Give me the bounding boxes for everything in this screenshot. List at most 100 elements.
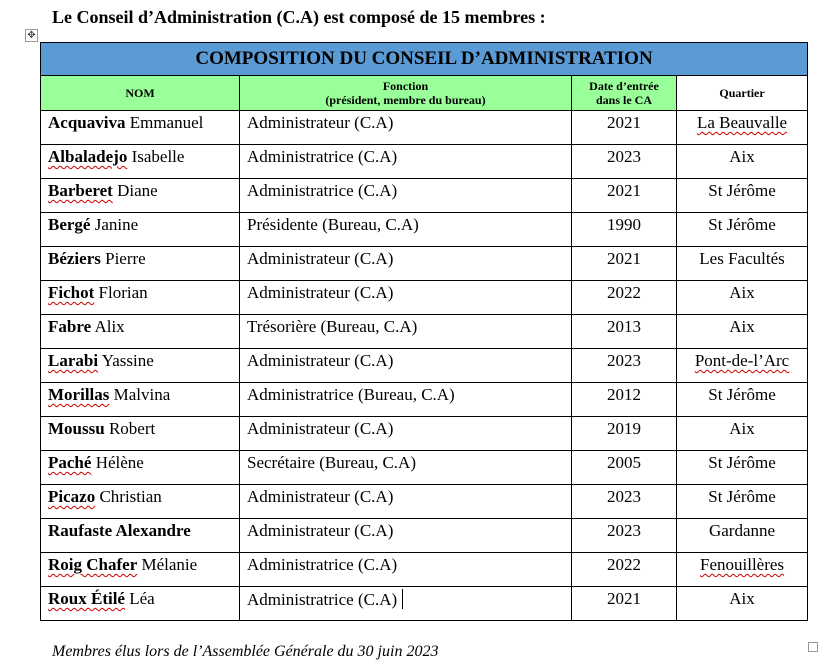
- cell-date: 2021: [571, 110, 677, 145]
- cell-nom: Morillas Malvina: [40, 382, 240, 417]
- cell-quartier: Aix: [675, 280, 809, 315]
- cell-nom: Fichot Florian: [40, 280, 240, 315]
- table-title: COMPOSITION DU CONSEIL D’ADMINISTRATION: [39, 42, 809, 76]
- cell-fonction: Administrateur (C.A): [239, 348, 572, 383]
- member-last-name: Larabi: [48, 351, 99, 370]
- cell-fonction: Administrateur (C.A): [239, 110, 572, 145]
- table-row: Roux Étilé Léa Administratrice (C.A) 2021 A…: [40, 586, 809, 621]
- fonction-text: Administrateur (C.A): [247, 521, 394, 540]
- table-row: Acquaviva Emmanuel Administrateur (C.A) 20…: [40, 110, 809, 145]
- fonction-text: Administratrice (Bureau, C.A): [247, 385, 455, 404]
- table-row: Albaladejo Isabelle Administratrice (C.A)…: [40, 144, 809, 179]
- cell-fonction: Administrateur (C.A): [239, 484, 572, 519]
- cell-quartier: St Jérôme: [675, 450, 809, 485]
- table-resize-handle[interactable]: [808, 642, 818, 652]
- column-header-quartier: Quartier: [675, 75, 809, 111]
- cell-date: 2012: [571, 382, 677, 417]
- table-row: Fichot Florian Administrateur (C.A) 2022 Ai…: [40, 280, 809, 315]
- quartier-text: La Beauvalle: [696, 113, 788, 132]
- table-row: Raufaste Alexandre Administrateur (C.A) 20…: [40, 518, 809, 553]
- quartier-text: Aix: [729, 317, 755, 336]
- cell-fonction: Administrateur (C.A): [239, 246, 572, 281]
- cell-nom: Albaladejo Isabelle: [40, 144, 240, 179]
- cell-nom: Larabi Yassine: [40, 348, 240, 383]
- cell-nom: Roig Chafer Mélanie: [40, 552, 240, 587]
- table-row: Béziers Pierre Administrateur (C.A) 2021 Le…: [40, 246, 809, 281]
- fonction-text: Secrétaire (Bureau, C.A): [247, 453, 416, 472]
- table-row: Picazo Christian Administrateur (C.A) 2023…: [40, 484, 809, 519]
- member-last-name: Roig Chafer: [48, 555, 138, 574]
- column-header-date: Date d’entrée dans le CA: [571, 75, 677, 111]
- cell-quartier: Pont-de-l’Arc: [675, 348, 809, 383]
- cell-nom: Raufaste Alexandre: [40, 518, 240, 553]
- cell-quartier: St Jérôme: [675, 382, 809, 417]
- cell-quartier: Aix: [675, 144, 809, 179]
- cell-fonction: Administratrice (Bureau, C.A): [239, 382, 572, 417]
- cell-fonction: Administratrice (C.A): [239, 586, 572, 621]
- cell-fonction: Administratrice (C.A): [239, 144, 572, 179]
- cell-nom: Bergé Janine: [40, 212, 240, 247]
- fonction-text: Administrateur (C.A): [247, 283, 394, 302]
- quartier-text: Pont-de-l’Arc: [694, 351, 790, 370]
- cell-nom: Picazo Christian: [40, 484, 240, 519]
- member-first-name: Hélène: [95, 453, 144, 472]
- quartier-text: St Jérôme: [708, 181, 776, 200]
- cell-date: 2023: [571, 484, 677, 519]
- member-first-name: Emmanuel: [129, 113, 204, 132]
- table-move-handle-icon[interactable]: ✥: [25, 29, 38, 42]
- member-last-name: Barberet: [48, 181, 113, 200]
- cell-quartier: Aix: [675, 416, 809, 451]
- fonction-text: Administrateur (C.A): [247, 487, 394, 506]
- table-row: Morillas Malvina Administratrice (Bureau,…: [40, 382, 809, 417]
- cell-quartier: St Jérôme: [675, 178, 809, 213]
- cell-quartier: La Beauvalle: [675, 110, 809, 145]
- quartier-text: St Jérôme: [708, 487, 776, 506]
- table-row: Roig Chafer Mélanie Administratrice (C.A)…: [40, 552, 809, 587]
- member-first-name: Léa: [129, 589, 155, 608]
- member-first-name: Malvina: [113, 385, 171, 404]
- cell-date: 2019: [571, 416, 677, 451]
- cell-nom: Fabre Alix: [40, 314, 240, 349]
- cell-nom: Paché Hélène: [40, 450, 240, 485]
- footnote: Membres élus lors de l’Assemblée Général…: [52, 643, 439, 660]
- cell-date: 2013: [571, 314, 677, 349]
- member-last-name: Albaladejo: [48, 147, 128, 166]
- fonction-text: Administratrice (C.A): [247, 181, 398, 200]
- member-last-name: Béziers: [48, 249, 101, 268]
- member-first-name: Isabelle: [131, 147, 185, 166]
- cell-quartier: St Jérôme: [675, 484, 809, 519]
- member-first-name: Pierre: [105, 249, 146, 268]
- member-last-name: Moussu: [48, 419, 105, 438]
- member-first-name: Janine: [94, 215, 139, 234]
- cell-fonction: Présidente (Bureau, C.A): [239, 212, 572, 247]
- quartier-text: Gardanne: [708, 521, 776, 540]
- table-row: Paché Hélène Secrétaire (Bureau, C.A) 2005…: [40, 450, 809, 485]
- cell-fonction: Administrateur (C.A): [239, 416, 572, 451]
- cell-date: 2022: [571, 552, 677, 587]
- cell-quartier: St Jérôme: [675, 212, 809, 247]
- composition-table: COMPOSITION DU CONSEIL D’ADMINISTRATION …: [39, 42, 809, 621]
- member-last-name: Fichot: [48, 283, 95, 302]
- quartier-text: St Jérôme: [708, 385, 776, 404]
- table-row: Moussu Robert Administrateur (C.A) 2019 Aix: [40, 416, 809, 451]
- table-row: Bergé Janine Présidente (Bureau, C.A) 1990…: [40, 212, 809, 247]
- member-first-name: Yassine: [101, 351, 154, 370]
- cell-quartier: Gardanne: [675, 518, 809, 553]
- fonction-text: Administrateur (C.A): [247, 419, 394, 438]
- quartier-text: Aix: [729, 419, 755, 438]
- cell-fonction: Administratrice (C.A): [239, 552, 572, 587]
- member-last-name: Fabre: [48, 317, 92, 336]
- fonction-text: Administratrice (C.A): [247, 555, 398, 574]
- member-last-name: Morillas: [48, 385, 110, 404]
- member-first-name: Robert: [108, 419, 156, 438]
- cell-date: 2022: [571, 280, 677, 315]
- table-row: Larabi Yassine Administrateur (C.A) 2023 Po…: [40, 348, 809, 383]
- cell-fonction: Trésorière (Bureau, C.A): [239, 314, 572, 349]
- cell-nom: Acquaviva Emmanuel: [40, 110, 240, 145]
- quartier-text: Les Facultés: [699, 249, 785, 268]
- cell-nom: Barberet Diane: [40, 178, 240, 213]
- cell-date: 2021: [571, 178, 677, 213]
- member-first-name: Christian: [99, 487, 162, 506]
- cell-date: 2021: [571, 586, 677, 621]
- quartier-text: Aix: [729, 283, 755, 302]
